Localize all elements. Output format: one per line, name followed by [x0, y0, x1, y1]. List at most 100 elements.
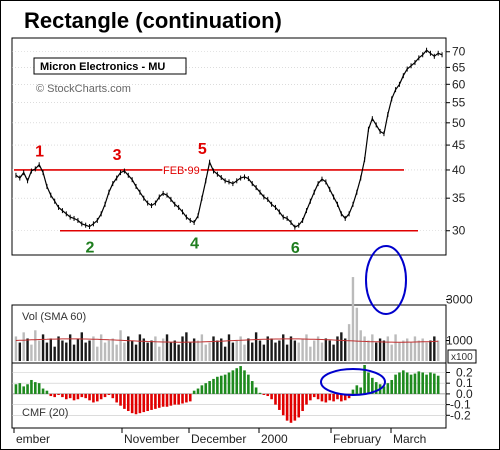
cmf-bar — [402, 370, 405, 394]
volume-highlight-circle — [365, 245, 407, 315]
volume-bar — [309, 346, 312, 361]
volume-bar — [324, 338, 328, 361]
volume-bar — [251, 342, 254, 361]
cmf-bar — [208, 381, 211, 394]
cmf-bar — [95, 393, 99, 402]
cmf-bar — [26, 384, 29, 394]
volume-bar — [220, 338, 223, 361]
cmf-bar — [115, 393, 118, 403]
volume-bar — [254, 332, 258, 361]
volume-bar — [158, 346, 161, 361]
cmf-bar — [227, 372, 231, 394]
cmf-bar — [134, 393, 138, 415]
volume-bar — [301, 338, 304, 361]
volume-bar — [305, 334, 308, 361]
cmf-panel: CMF (20) 0.20.10.0-0.1-0.2 — [11, 362, 473, 429]
cmf-bar — [394, 374, 397, 394]
cmf-bar — [336, 393, 339, 400]
cmf-bar — [223, 374, 227, 394]
volume-bar — [243, 344, 246, 361]
volume-bar — [285, 344, 289, 361]
volume-bar — [212, 336, 215, 361]
cmf-bar — [99, 393, 103, 400]
volume-bar — [111, 338, 114, 361]
cmf-bar — [72, 393, 76, 401]
volume-bar — [297, 342, 300, 361]
cmf-bar — [107, 393, 111, 395]
volume-bar — [18, 342, 22, 361]
volume-bar — [359, 330, 362, 361]
point-label-red: 5 — [198, 141, 207, 158]
point-label-red: 3 — [113, 147, 122, 164]
cmf-bar — [371, 377, 374, 394]
volume-bar — [208, 342, 211, 361]
volume-bar — [80, 332, 83, 361]
cmf-bar — [433, 373, 436, 394]
price-tick-marks — [15, 47, 443, 230]
chart-title: Rectangle (continuation) — [24, 8, 282, 33]
cmf-bar — [212, 378, 215, 394]
volume-y-axis: 3000 1000 — [446, 293, 473, 348]
cmf-bar — [274, 393, 277, 405]
volume-bar — [204, 344, 207, 361]
cmf-bar — [200, 385, 204, 394]
cmf-bar — [328, 393, 332, 401]
cmf-bar — [157, 393, 161, 408]
cmf-y-axis: 0.20.10.0-0.1-0.2 — [446, 365, 473, 422]
cmf-bar — [76, 393, 80, 400]
point-label-green: 6 — [291, 240, 300, 257]
volume-bar — [84, 342, 87, 361]
cmf-bar — [239, 366, 242, 394]
volume-bar — [142, 338, 145, 361]
volume-bar — [68, 334, 72, 361]
volume-bar — [65, 342, 68, 361]
volume-bar — [76, 338, 80, 361]
cmf-bar — [270, 393, 273, 400]
cmf-bar — [88, 393, 91, 401]
volume-bar — [192, 338, 196, 361]
volume-bar — [138, 334, 142, 361]
cmf-bar — [405, 372, 409, 394]
pattern-point-labels: 1 3 5 2 4 6 — [35, 141, 300, 257]
cmf-bar — [413, 373, 417, 394]
volume-bar — [413, 336, 417, 361]
price-tick-label: 50 — [452, 116, 466, 130]
volume-bar — [119, 330, 122, 361]
volume-bar — [270, 338, 273, 361]
multiplier-box — [447, 349, 477, 364]
volume-multiplier: x100 — [451, 352, 473, 363]
price-tick-label: 65 — [452, 60, 466, 74]
cmf-bar — [398, 372, 401, 394]
volume-bar — [146, 342, 149, 361]
cmf-bar — [301, 393, 304, 412]
cmf-bar — [219, 375, 223, 394]
cmf-bar — [126, 393, 130, 412]
cmf-bar — [142, 393, 146, 413]
point-label-green: 2 — [86, 240, 95, 257]
volume-bar — [347, 324, 351, 361]
volume-bar — [405, 338, 409, 361]
volume-bar — [378, 338, 382, 361]
cmf-bar — [192, 390, 196, 394]
cmf-bar — [351, 389, 355, 394]
volume-bar — [289, 336, 293, 361]
cmf-bar — [196, 388, 200, 394]
cmf-bar — [436, 375, 440, 394]
volume-bar — [107, 340, 111, 361]
price-panel: Micron Electronics - MU © StockCharts.co… — [11, 37, 466, 257]
volume-bar — [227, 334, 231, 361]
cmf-bar — [130, 393, 134, 414]
cmf-bar — [297, 393, 301, 418]
volume-bar — [313, 340, 316, 361]
price-tick-label: 60 — [452, 77, 466, 91]
cmf-bar — [169, 393, 173, 406]
cmf-bar — [216, 376, 219, 394]
month-label: November — [124, 432, 179, 446]
volume-bar — [92, 336, 95, 361]
volume-bar — [351, 277, 355, 361]
volume-bar — [402, 340, 405, 361]
resistance-label: FEB 99 — [163, 165, 200, 177]
point-label-red: 1 — [35, 144, 44, 161]
cmf-bar — [409, 374, 413, 394]
